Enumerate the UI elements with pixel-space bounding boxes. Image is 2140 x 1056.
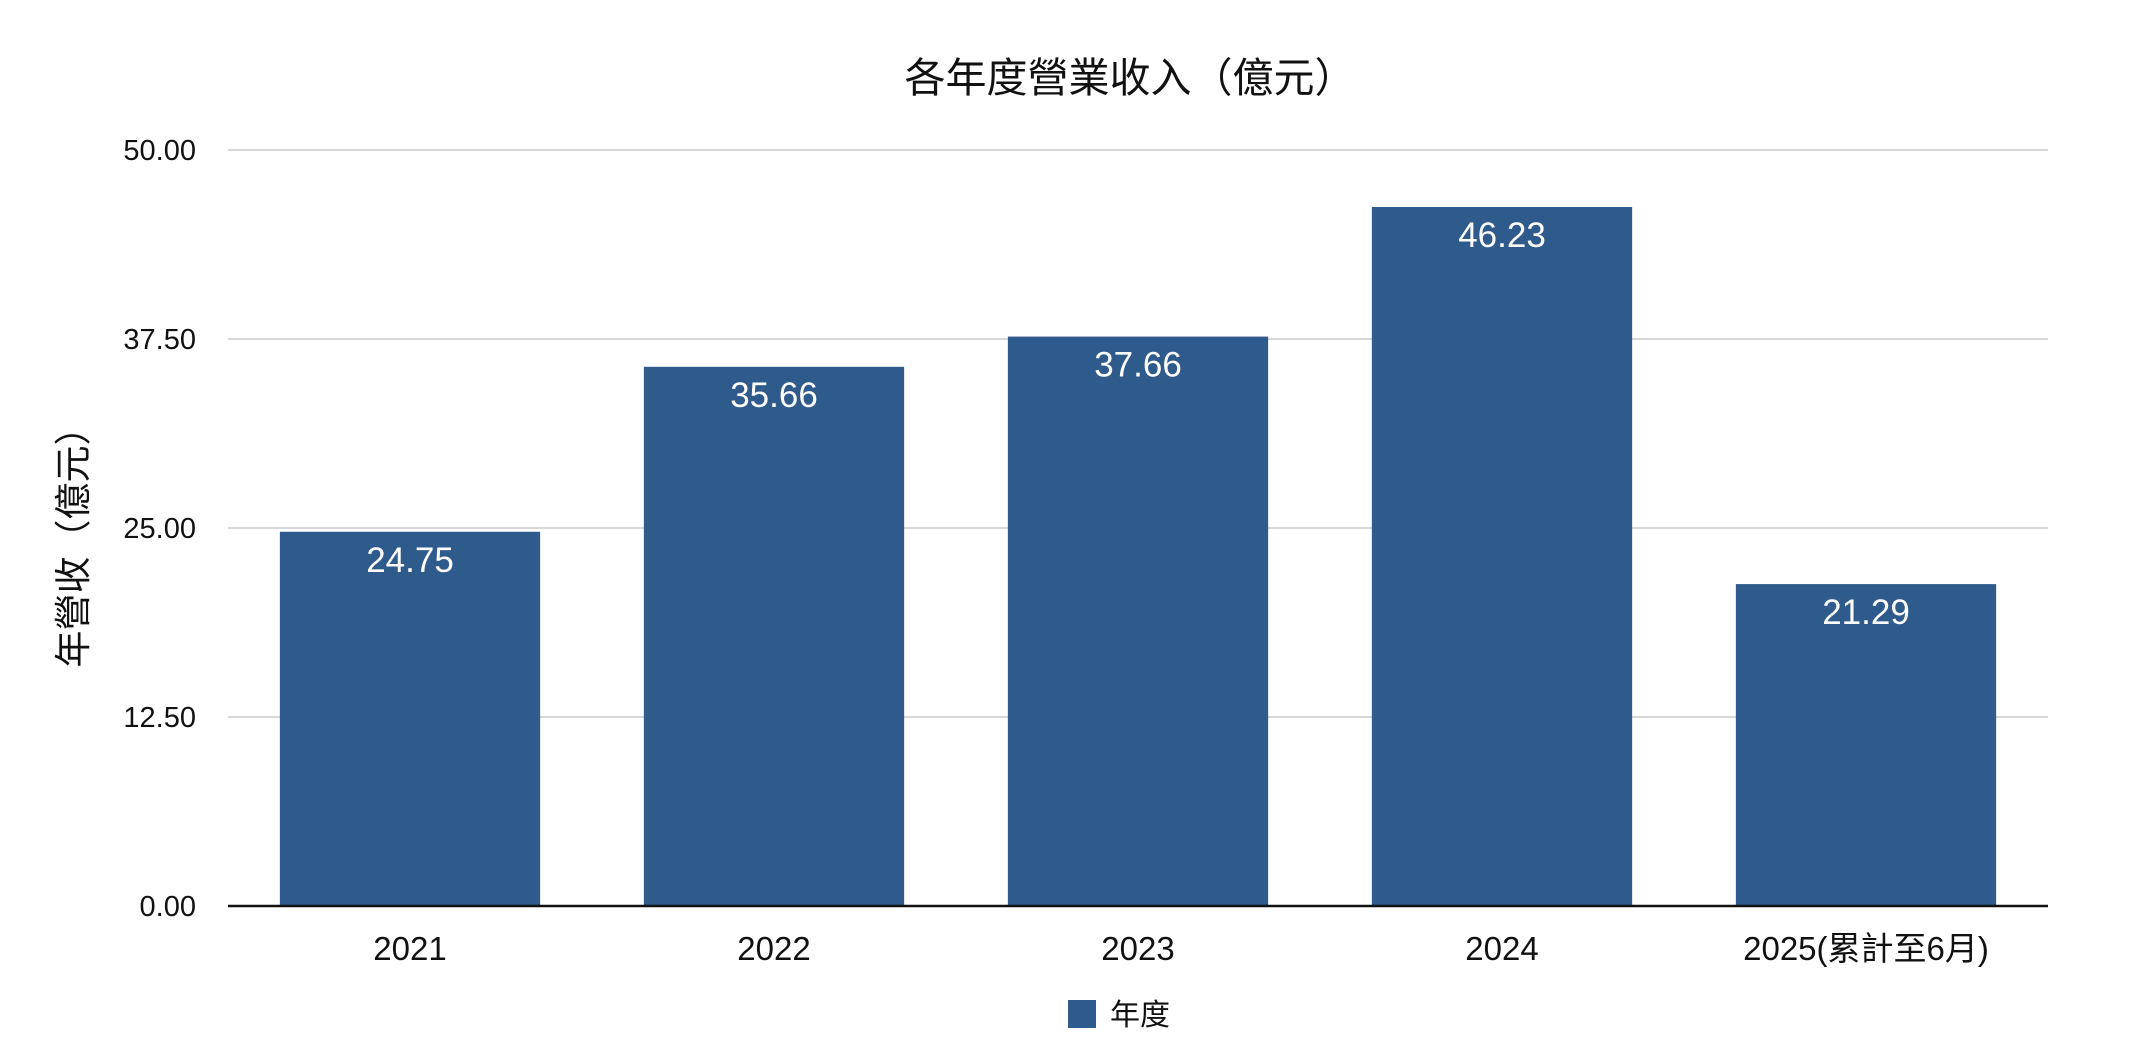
chart-title: 各年度營業收入（億元） [905,54,1356,102]
bar-2021 [279,531,541,906]
bar-2023 [1007,336,1269,906]
x-tick-label: 2021 [373,930,446,967]
y-tick-label: 0.00 [140,891,196,923]
x-tick-label: 2025(累計至6月) [1743,930,1989,967]
data-label: 21.29 [1822,593,1910,632]
data-labels: 24.75 35.66 37.66 46.23 21.29 [366,216,1910,632]
y-tick-label: 37.50 [123,324,196,356]
bars [279,207,1997,907]
bar-2025(累計至6月) [1735,584,1997,906]
x-tick-label: 2024 [1465,930,1538,967]
y-tick-label: 50.00 [123,135,196,167]
y-tick-label: 25.00 [123,513,196,545]
x-tick-label: 2023 [1101,930,1174,967]
legend-swatch [1068,1000,1096,1028]
bar-2022 [643,366,905,906]
y-axis-title: 年營收（億元） [52,409,95,668]
data-label: 24.75 [366,541,454,580]
y-tick-label: 12.50 [123,702,196,734]
bar-2024 [1371,207,1633,907]
x-axis: 2021 2022 2023 2024 2025(累計至6月) [228,904,2048,967]
legend-label: 年度 [1110,998,1170,1033]
data-label: 46.23 [1458,216,1546,255]
y-axis: 0.00 12.50 25.00 37.50 50.00 [123,135,196,923]
x-tick-label: 2022 [737,930,810,967]
data-label: 35.66 [730,376,818,415]
data-label: 37.66 [1094,346,1182,385]
legend: 年度 [1068,998,1170,1033]
